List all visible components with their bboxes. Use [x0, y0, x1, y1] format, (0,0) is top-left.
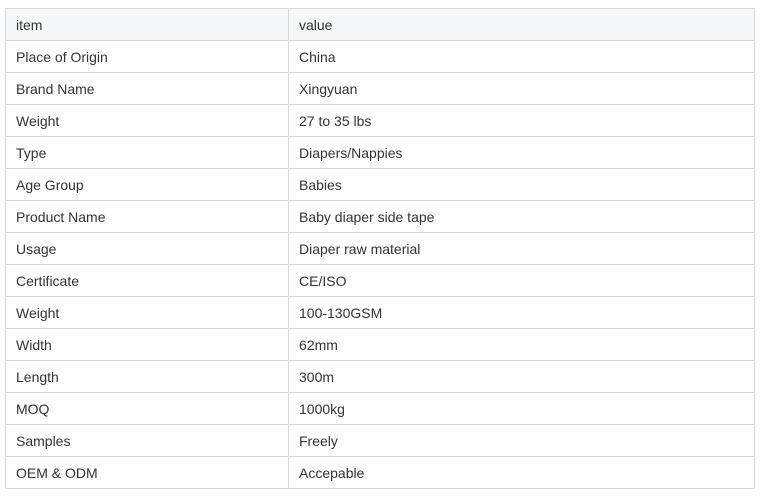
- table-header-row: item value: [5, 8, 755, 41]
- header-value: value: [288, 8, 755, 41]
- table-row: OEM & ODM Accepable: [5, 456, 755, 489]
- cell-value: 300m: [288, 360, 755, 393]
- cell-item: Width: [5, 328, 289, 361]
- table-row: Product Name Baby diaper side tape: [5, 200, 755, 233]
- cell-value: Babies: [288, 168, 755, 201]
- cell-item: Place of Origin: [5, 40, 289, 73]
- table-row: Brand Name Xingyuan: [5, 72, 755, 105]
- table-row: Place of Origin China: [5, 40, 755, 73]
- cell-value: China: [288, 40, 755, 73]
- table-row: Certificate CE/ISO: [5, 264, 755, 297]
- cell-item: Product Name: [5, 200, 289, 233]
- cell-item: Type: [5, 136, 289, 169]
- cell-value: CE/ISO: [288, 264, 755, 297]
- cell-item: Weight: [5, 104, 289, 137]
- table-row: Usage Diaper raw material: [5, 232, 755, 265]
- cell-item: Weight: [5, 296, 289, 329]
- cell-item: Brand Name: [5, 72, 289, 105]
- table-row: Weight 100-130GSM: [5, 296, 755, 329]
- cell-item: MOQ: [5, 392, 289, 425]
- table-row: MOQ 1000kg: [5, 392, 755, 425]
- table-row: Length 300m: [5, 360, 755, 393]
- cell-value: Baby diaper side tape: [288, 200, 755, 233]
- cell-item: Certificate: [5, 264, 289, 297]
- cell-value: Accepable: [288, 456, 755, 489]
- cell-item: Samples: [5, 424, 289, 457]
- cell-item: OEM & ODM: [5, 456, 289, 489]
- table-row: Age Group Babies: [5, 168, 755, 201]
- spec-table: item value Place of Origin China Brand Nam…: [5, 8, 755, 489]
- cell-item: Usage: [5, 232, 289, 265]
- cell-value: 100-130GSM: [288, 296, 755, 329]
- cell-value: 27 to 35 lbs: [288, 104, 755, 137]
- table-row: Weight 27 to 35 lbs: [5, 104, 755, 137]
- cell-value: 1000kg: [288, 392, 755, 425]
- table-row: Type Diapers/Nappies: [5, 136, 755, 169]
- table-row: Samples Freely: [5, 424, 755, 457]
- cell-item: Age Group: [5, 168, 289, 201]
- cell-value: Diapers/Nappies: [288, 136, 755, 169]
- cell-value: Diaper raw material: [288, 232, 755, 265]
- header-item: item: [5, 8, 289, 41]
- table-row: Width 62mm: [5, 328, 755, 361]
- cell-value: 62mm: [288, 328, 755, 361]
- cell-value: Xingyuan: [288, 72, 755, 105]
- cell-item: Length: [5, 360, 289, 393]
- cell-value: Freely: [288, 424, 755, 457]
